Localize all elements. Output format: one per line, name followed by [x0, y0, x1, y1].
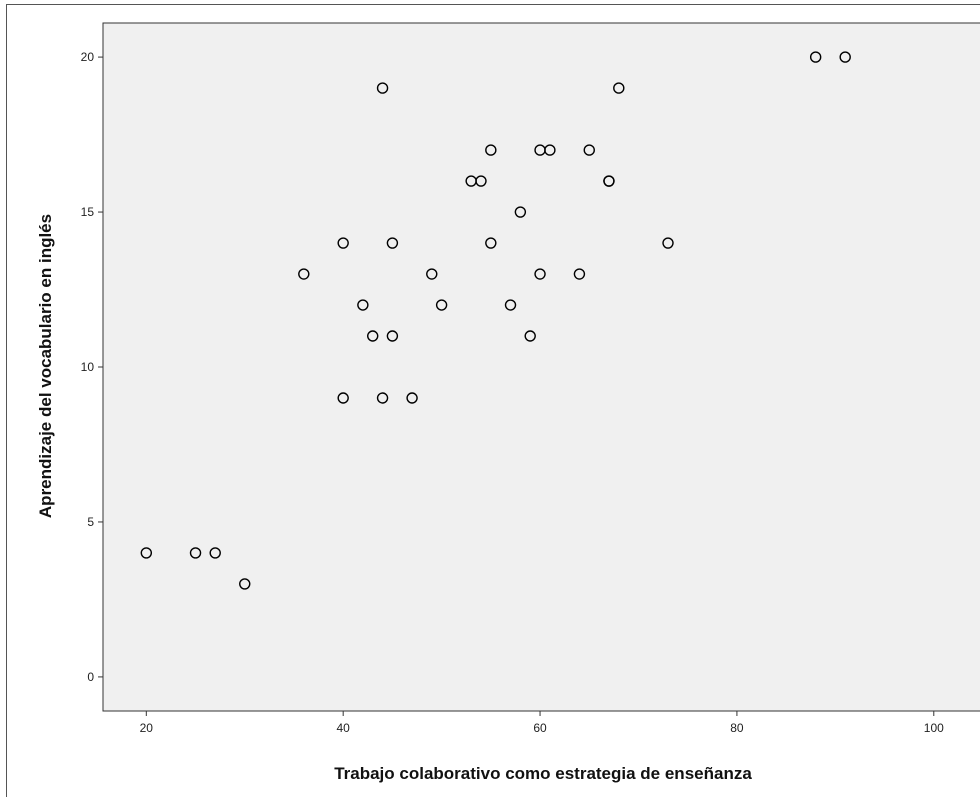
- data-point: [239, 578, 251, 590]
- y-tick-label: 10: [81, 360, 95, 374]
- data-point: [583, 144, 595, 156]
- y-axis: 0 5 10 15 20: [81, 50, 103, 684]
- data-point: [337, 237, 349, 249]
- data-point: [524, 330, 536, 342]
- y-axis-title: Aprendizaje del vocabulario en inglés: [36, 214, 55, 518]
- data-point: [839, 51, 851, 63]
- data-point: [337, 392, 349, 404]
- data-point: [209, 547, 221, 559]
- data-point: [613, 82, 625, 94]
- chart-frame: 20 40 60 80 100 0 5 10 15 20 Trabajo colaborativ…: [6, 4, 980, 797]
- y-tick-label: 15: [81, 205, 95, 219]
- data-point: [603, 175, 615, 187]
- data-point: [475, 175, 487, 187]
- scatter-chart: 20 40 60 80 100 0 5 10 15 20 Trabajo colaborativ…: [36, 22, 980, 783]
- data-points: [140, 51, 851, 590]
- data-point: [298, 268, 310, 280]
- data-point: [662, 237, 674, 249]
- data-point: [514, 206, 527, 218]
- x-axis: 20 40 60 80 100: [140, 711, 944, 735]
- x-tick-label: 20: [140, 721, 154, 735]
- data-point: [386, 330, 399, 342]
- data-point: [573, 268, 586, 280]
- x-axis-title: Trabajo colaborativo como estrategia de …: [334, 764, 752, 783]
- data-point: [534, 268, 546, 280]
- data-point: [386, 237, 399, 249]
- plot-area: [102, 22, 980, 712]
- x-tick-label: 100: [924, 721, 944, 735]
- data-point: [189, 547, 202, 559]
- y-tick-label: 20: [81, 50, 95, 64]
- x-tick-label: 60: [533, 721, 547, 735]
- data-point: [504, 299, 517, 311]
- y-tick-label: 0: [87, 670, 94, 684]
- data-point: [367, 330, 379, 342]
- data-point: [435, 299, 448, 311]
- data-point: [809, 51, 822, 63]
- data-point: [376, 392, 389, 404]
- x-tick-label: 40: [336, 721, 350, 735]
- data-point: [544, 144, 556, 156]
- data-point: [376, 82, 389, 94]
- x-tick-label: 80: [730, 721, 744, 735]
- data-point: [140, 547, 153, 559]
- data-point: [406, 392, 418, 404]
- data-point: [485, 144, 497, 156]
- data-point: [426, 268, 438, 280]
- data-point: [485, 237, 497, 249]
- data-point: [357, 299, 369, 311]
- y-tick-label: 5: [87, 515, 94, 529]
